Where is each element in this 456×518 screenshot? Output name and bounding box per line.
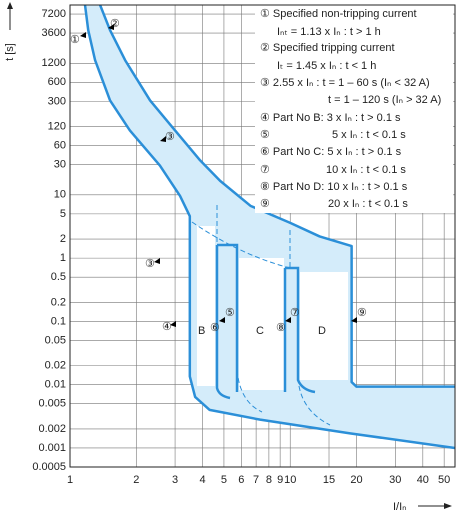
legend-text: 10 x Iₙ : t < 0.1 s [326,164,406,176]
legend-text: t = 1 – 120 s (Iₙ > 32 A) [328,94,441,106]
y-tick-label: 60 [54,140,66,152]
annotation: ⑧ [276,322,286,334]
annotation: ③ [165,131,175,143]
y-tick-label: 0.5 [51,271,66,283]
border [215,245,231,400]
x-axis-label: I/Iₙ [393,501,407,513]
dashed [236,369,263,413]
plot-frame [69,4,456,468]
zone-c [239,258,284,390]
y-tick-label: 10 [54,189,66,201]
zone-d [300,272,348,380]
x-arrow-head [444,503,452,509]
zones [191,205,348,426]
x-tick-label: 10 [284,474,296,486]
dashed [191,221,291,269]
legend-text: ④ Part No B: 3 x Iₙ : t > 0.1 s [260,112,401,124]
band-fill [85,5,455,448]
y-tick-label: 120 [48,120,66,132]
y-tick-label: 0.1 [51,315,66,327]
legend-text: ⑤ [260,129,270,141]
x-tick-label: 3 [172,474,178,486]
y-tick-label: 0.001 [38,442,66,454]
legend-text: ⑦ [260,164,270,176]
zone-label: B [198,325,205,337]
x-tick-label: 8 [266,474,272,486]
y-tick-label: 0.2 [51,296,66,308]
pointer [80,32,86,38]
x-tick-label: 7 [253,474,259,486]
annotation: ⑤ [225,307,235,319]
legend-text: ② Specified tripping current [260,42,395,54]
y-tick-label: 300 [48,95,66,107]
pointer [154,258,160,264]
pointer [108,24,114,30]
x-tick-label: 40 [417,474,429,486]
x-tick-label: 4 [200,474,206,486]
legend-text: 20 x Iₙ : t < 0.1 s [328,198,408,210]
y-tick-label: 0.005 [38,398,66,410]
y-tick-label: 0.05 [45,334,66,346]
x-tick-label: 5 [221,474,227,486]
annotation: ④ [162,321,172,333]
pointer [170,321,176,327]
border [217,243,239,392]
legend: ① Specified non-tripping current Iₙₜ = 1… [260,8,441,210]
x-tick-label: 20 [350,474,362,486]
pointer [285,317,291,323]
annotation: ⑨ [357,307,367,319]
x-tick-label: 30 [389,474,401,486]
annotations: ① ② ③ ③ ④ ⑤ ⑥ ⑦ ⑧ ⑨ B C D [70,18,367,337]
annotation: ⑦ [290,307,300,319]
pointer [351,317,357,323]
y-tick-label: 0.01 [45,379,66,391]
legend-text: Iₙₜ = 1.13 x Iₙ : t > 1 h [277,26,381,38]
x-tick-label: 6 [238,474,244,486]
x-tick-label: 15 [323,474,335,486]
curves [83,5,455,450]
y-tick-label: 3600 [42,27,66,39]
x-tick-label: 50 [438,474,450,486]
pointer [160,136,166,142]
dashed-lines [191,205,331,426]
annotation: ② [110,18,120,30]
y-tick-label: 1 [60,252,66,264]
legend-text: ③ 2.55 x Iₙ : t = 1 – 60 s (Iₙ < 32 A) [260,77,430,89]
legend-text: 5 x Iₙ : t < 0.1 s [332,129,406,141]
annotation: ③ [145,258,155,270]
y-tick-label: 7200 [42,8,66,20]
y-arrow-head [7,2,13,9]
curve [98,5,455,388]
legend-text: Iₜ = 1.45 x Iₙ : t < 1 h [277,60,376,72]
pointer [219,317,225,323]
y-tick-label: 2 [60,233,66,245]
legend-text: ① Specified non-tripping current [260,8,417,20]
zone-label: C [256,325,264,337]
y-tick-label: 1200 [42,57,66,69]
annotation: ① [70,34,80,46]
annotation: ⑥ [210,322,220,334]
y-tick-label: 30 [54,159,66,171]
y-axis-label: t [s] [4,43,16,61]
curve [83,5,455,450]
legend-text: ⑥ Part No C: 5 x Iₙ : t > 0.1 s [260,146,402,158]
y-tick-label: 600 [48,76,66,88]
legend-box [255,5,453,213]
legend-text: ⑧ Part No D: 10 x Iₙ : t > 0.1 s [260,181,408,193]
legend-text: ⑨ [260,198,270,210]
zone-b [197,226,215,386]
y-tick-label: 5 [60,208,66,220]
x-tick-label: 1 [67,474,73,486]
x-tick-label: 9 [277,474,283,486]
y-tick-label: 0.002 [38,423,66,435]
x-tick-label: 2 [133,474,139,486]
zone-label: D [318,325,326,337]
y-tick-label: 0.0005 [32,461,66,473]
y-tick-label: 0.02 [45,360,66,372]
